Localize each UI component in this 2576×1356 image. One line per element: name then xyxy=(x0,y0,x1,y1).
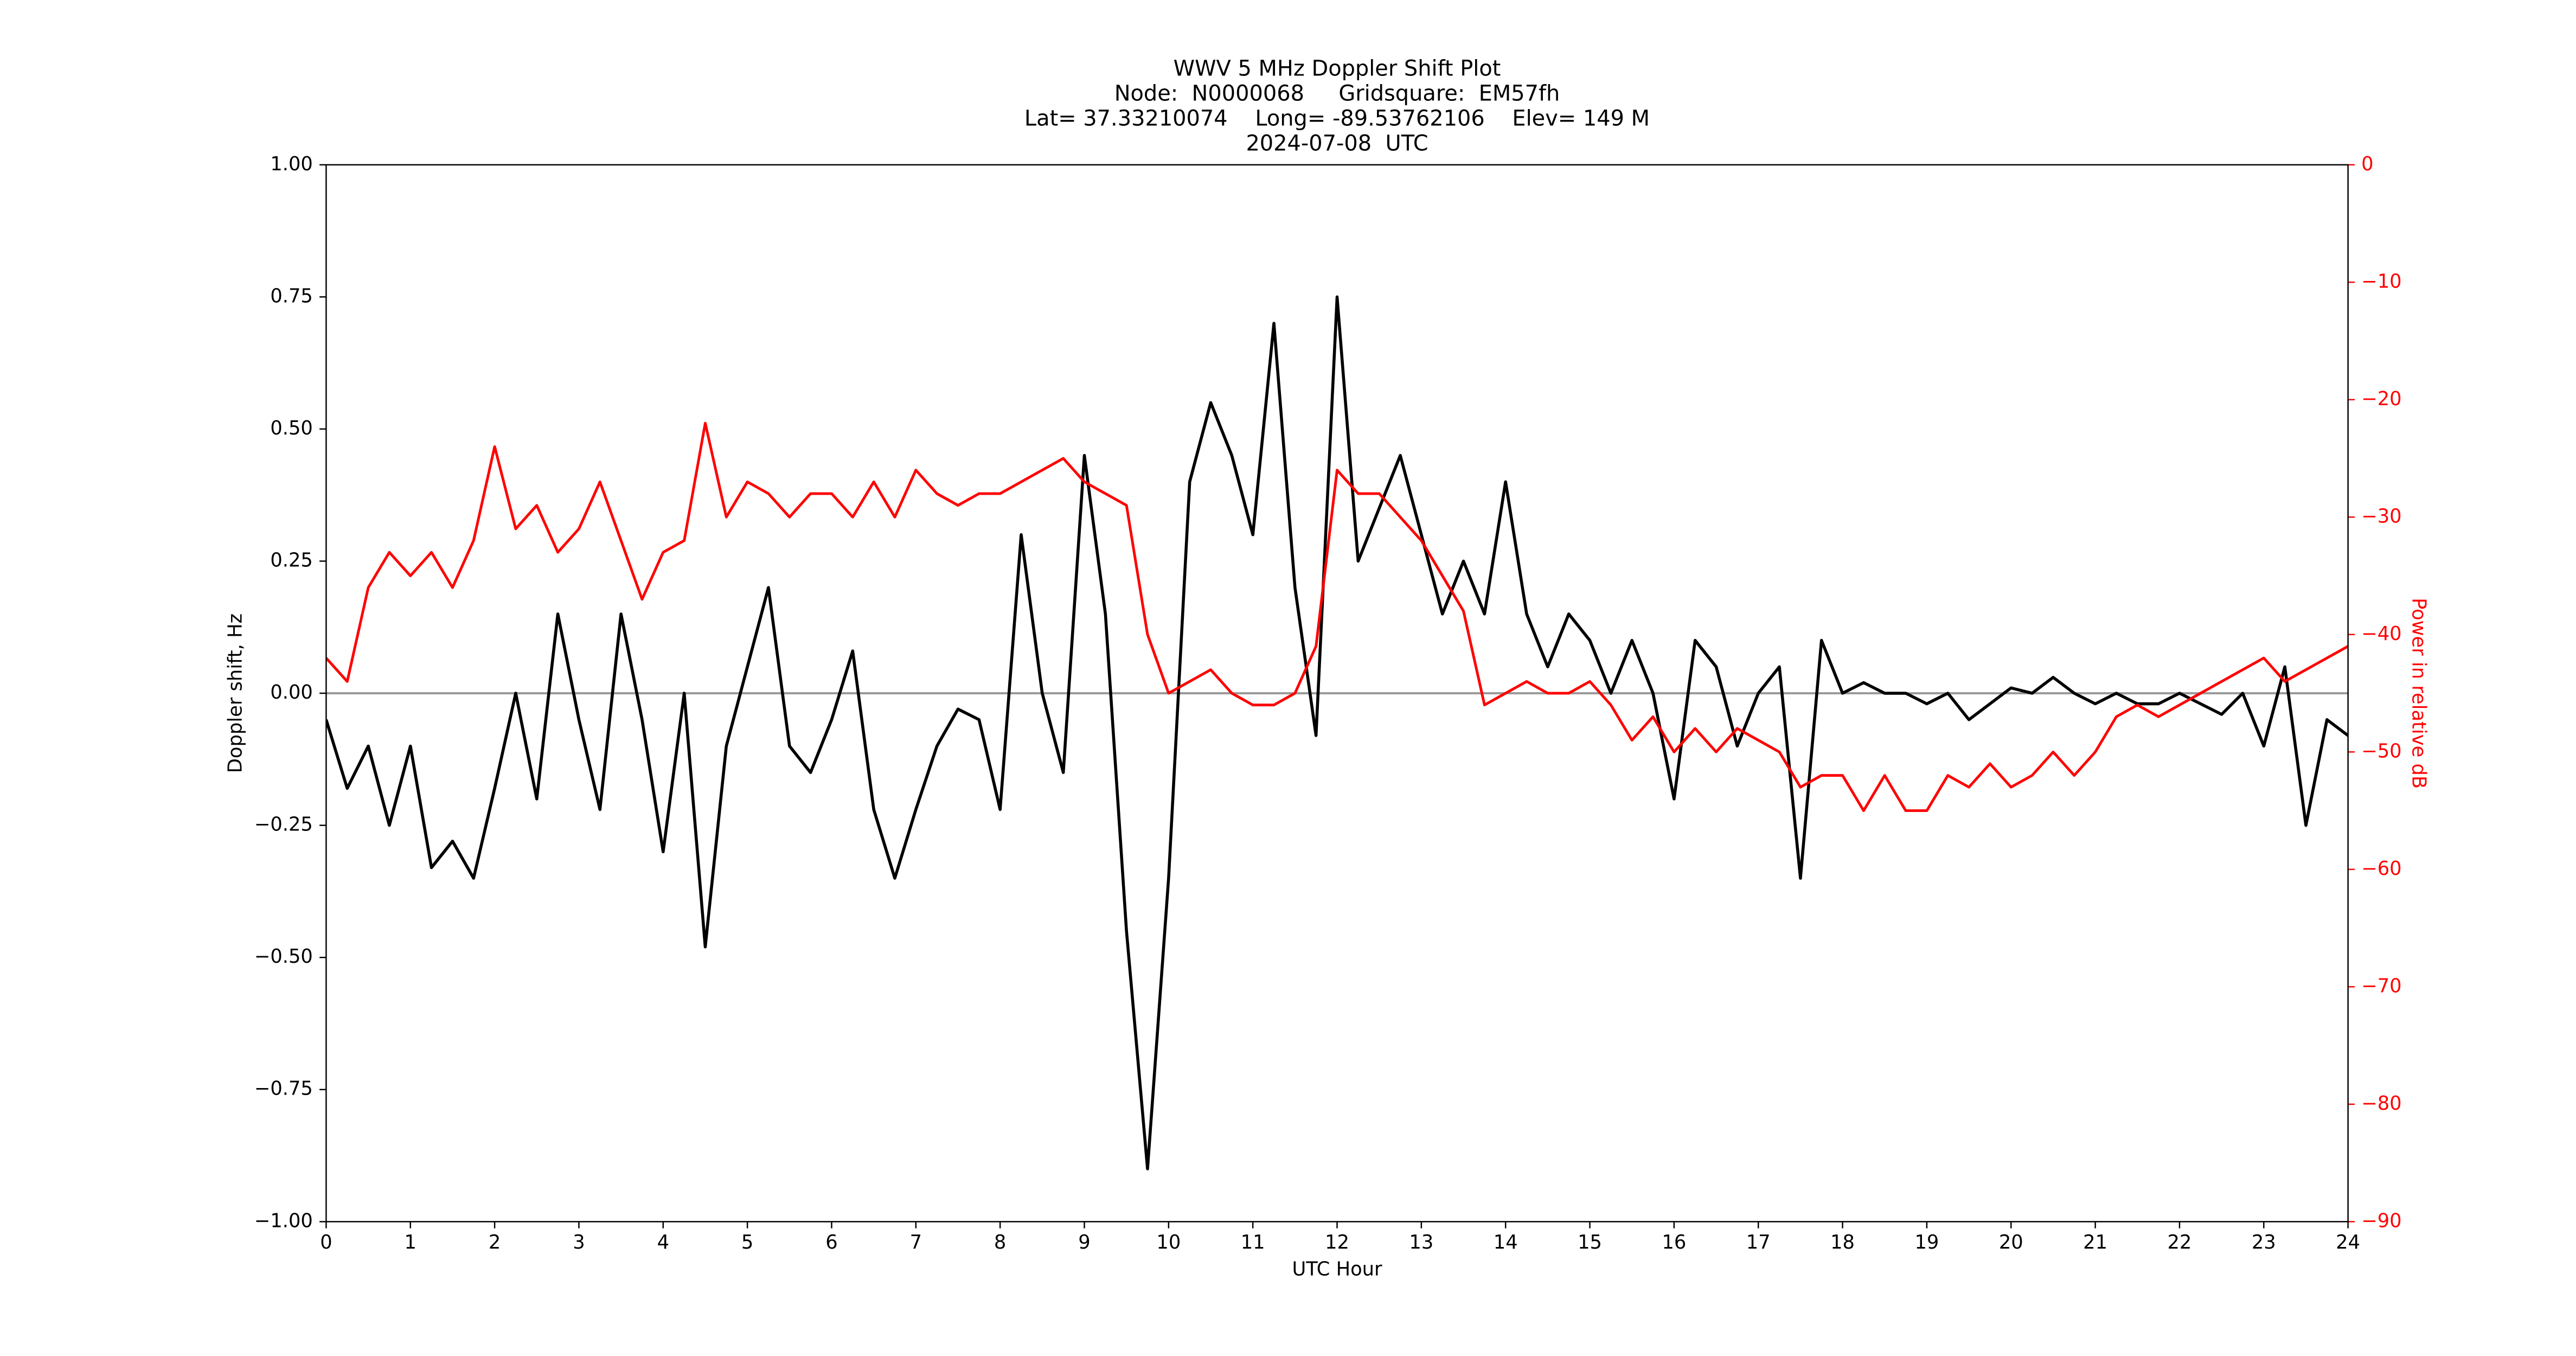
y2-tick-label: −30 xyxy=(2361,505,2401,527)
x-tick-label: 20 xyxy=(1999,1231,2023,1253)
x-tick-label: 15 xyxy=(1578,1231,1602,1253)
x-tick-label: 5 xyxy=(741,1231,753,1253)
y2-tick-label: −50 xyxy=(2361,740,2401,762)
x-tick-label: 24 xyxy=(2336,1231,2360,1253)
y2-tick-label: −70 xyxy=(2361,975,2401,997)
axes-frame xyxy=(325,164,2349,1223)
y-tick-label: 1.00 xyxy=(270,153,313,175)
chart-title: WWV 5 MHz Doppler Shift Plot xyxy=(1174,56,1501,81)
x-tick-label: 19 xyxy=(1914,1231,1939,1253)
x-tick-label: 16 xyxy=(1662,1231,1686,1253)
x-tick-label: 13 xyxy=(1409,1231,1433,1253)
y2-tick-label: −20 xyxy=(2361,388,2401,410)
x-tick-label: 0 xyxy=(320,1231,332,1253)
y-tick-label: −0.75 xyxy=(254,1078,313,1100)
y2-tick-label: −60 xyxy=(2361,858,2401,880)
x-tick-label: 1 xyxy=(405,1231,416,1253)
y-tick-label: 0.00 xyxy=(270,681,313,703)
x-tick-label: 12 xyxy=(1325,1231,1349,1253)
y2-axis-label: Power in relative dB xyxy=(2407,598,2430,789)
y-axis-label: Doppler shift, Hz xyxy=(225,613,247,773)
y2-tick-label: −90 xyxy=(2361,1210,2401,1232)
x-tick-label: 11 xyxy=(1241,1231,1265,1253)
chart-title: Node: N0000068 Gridsquare: EM57fh xyxy=(1114,81,1560,106)
x-tick-label: 18 xyxy=(1830,1231,1855,1253)
y2-tick-label: −80 xyxy=(2361,1092,2401,1115)
y-tick-label: −0.50 xyxy=(254,945,313,968)
y2-tick-label: −40 xyxy=(2361,623,2401,645)
x-tick-label: 23 xyxy=(2252,1231,2276,1253)
x-tick-label: 8 xyxy=(994,1231,1006,1253)
y2-tick-label: −10 xyxy=(2361,270,2401,292)
x-tick-label: 7 xyxy=(910,1231,922,1253)
x-tick-label: 2 xyxy=(489,1231,501,1253)
series-line xyxy=(326,421,2348,813)
x-tick-label: 17 xyxy=(1746,1231,1771,1253)
y-tick-label: −0.25 xyxy=(254,814,313,836)
x-tick-label: 9 xyxy=(1078,1231,1090,1253)
x-tick-label: 22 xyxy=(2167,1231,2191,1253)
x-tick-label: 10 xyxy=(1156,1231,1181,1253)
x-tick-label: 21 xyxy=(2083,1231,2107,1253)
x-tick-label: 3 xyxy=(573,1231,585,1253)
y-tick-label: −1.00 xyxy=(254,1210,313,1232)
x-axis-label: UTC Hour xyxy=(1292,1258,1382,1280)
x-tick-label: 14 xyxy=(1494,1231,1518,1253)
y-tick-label: 0.25 xyxy=(270,549,313,572)
series-line xyxy=(326,295,2348,1170)
y-tick-label: 0.50 xyxy=(270,417,313,439)
x-tick-label: 4 xyxy=(657,1231,669,1253)
y-tick-label: 0.75 xyxy=(270,285,313,307)
y2-tick-label: 0 xyxy=(2361,153,2373,175)
chart-title: 2024-07-08 UTC xyxy=(1246,131,1428,156)
x-tick-label: 6 xyxy=(825,1231,837,1253)
chart-title: Lat= 37.33210074 Long= -89.53762106 Elev… xyxy=(1024,106,1650,131)
